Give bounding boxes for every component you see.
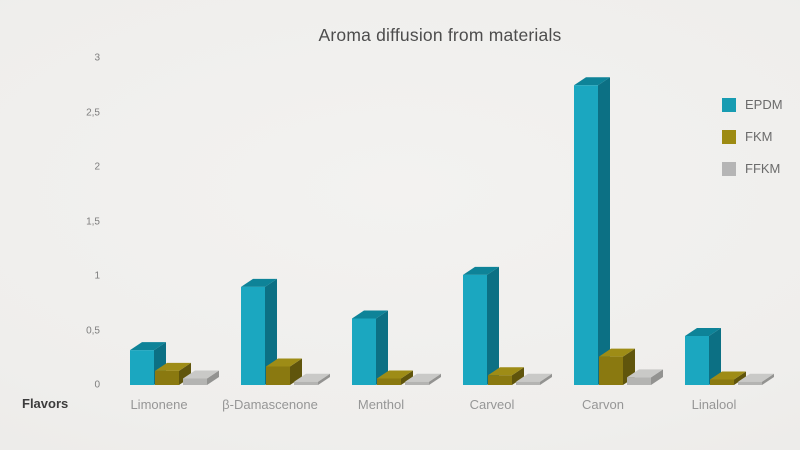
legend-item-fkm: FKM <box>722 129 783 144</box>
bar-ffkm-carvon-side <box>651 369 663 385</box>
bar-ffkm-menthol-side <box>429 373 441 385</box>
bar-ffkm-linalool-side <box>762 373 774 385</box>
y-tick-label-3: 3 <box>94 52 100 64</box>
bar-epdm-menthol-top <box>352 310 388 319</box>
legend: EPDM FKM FFKM <box>722 97 783 193</box>
legend-item-epdm: EPDM <box>722 97 783 112</box>
legend-item-ffkm: FFKM <box>722 161 783 176</box>
bar-epdm-carvon-front <box>574 85 598 385</box>
category-label-carveol: Carveol <box>469 397 515 412</box>
bar-epdm-linalool-top <box>685 327 721 336</box>
bar-epdm-carveol-top <box>463 266 499 275</box>
category-label-menthol: Menthol <box>357 397 405 412</box>
bar-fkm-linalool-side <box>734 371 746 385</box>
bar-epdm-carveol-front <box>463 274 487 385</box>
category-label-carvon: Carvon <box>582 397 624 412</box>
bar-fkm-damascenone-top <box>266 358 302 367</box>
bar-ffkm-menthol-top <box>405 373 441 382</box>
bar-epdm-linalool-side <box>709 327 721 385</box>
y-tick-label-1_5: 1,5 <box>86 216 100 227</box>
bar-fkm-carveol-top <box>488 367 524 376</box>
bar-fkm-menthol-front <box>377 378 401 385</box>
bar-fkm-linalool-front <box>710 379 734 385</box>
bar-epdm-menthol-front <box>352 318 376 385</box>
bar-epdm-damascenone-side <box>265 278 277 385</box>
bar-fkm-carveol-front <box>488 375 512 385</box>
y-tick-label-1: 1 <box>94 270 100 282</box>
bar-fkm-carvon-top <box>599 348 635 357</box>
legend-swatch-fkm <box>722 129 736 144</box>
y-tick-label-0_5: 0,5 <box>86 325 100 336</box>
bar-epdm-menthol-side <box>376 310 388 385</box>
bar-epdm-damascenone-top <box>241 278 277 287</box>
bar-ffkm-carveol-top <box>516 373 552 382</box>
legend-label-ffkm: FFKM <box>745 161 781 176</box>
category-label-damascenone: β-Damascenone <box>222 397 318 412</box>
bar-ffkm-carveol-side <box>540 373 552 385</box>
category-label-limonene: Limonene <box>130 397 188 412</box>
bar-fkm-damascenone-front <box>266 366 290 385</box>
bar-ffkm-limonene-front <box>183 378 207 385</box>
bar-fkm-carvon-front <box>599 356 623 385</box>
bar-ffkm-carvon-top <box>627 369 663 378</box>
bar-epdm-carvon-side <box>598 77 610 385</box>
bar-ffkm-damascenone-front <box>294 381 318 385</box>
bar-fkm-linalool-top <box>710 371 746 380</box>
bar-ffkm-linalool-top <box>738 373 774 382</box>
bar-epdm-carveol-side <box>487 266 499 385</box>
chart-title: Aroma diffusion from materials <box>318 25 562 45</box>
bar-ffkm-limonene-top <box>183 370 219 379</box>
bar-epdm-limonene-front <box>130 350 154 385</box>
bar-epdm-carvon-top <box>574 77 610 86</box>
bar-ffkm-carvon-front <box>627 377 651 385</box>
bar-ffkm-linalool-front <box>738 381 762 385</box>
y-tick-label-2: 2 <box>94 161 100 173</box>
bar-fkm-limonene-front <box>155 370 179 385</box>
legend-swatch-ffkm <box>722 161 736 176</box>
legend-label-epdm: EPDM <box>745 97 783 112</box>
bar-fkm-menthol-top <box>377 370 413 379</box>
x-axis-title: Flavors <box>22 396 69 411</box>
legend-swatch-epdm <box>722 97 736 112</box>
y-tick-label-0: 0 <box>94 379 100 391</box>
bar-ffkm-damascenone-side <box>318 373 330 385</box>
bar-fkm-damascenone-side <box>290 358 302 385</box>
bar-ffkm-menthol-front <box>405 381 429 385</box>
bar-fkm-menthol-side <box>401 370 413 385</box>
legend-label-fkm: FKM <box>745 129 773 144</box>
y-tick-label-2_5: 2,5 <box>86 107 100 118</box>
bar-epdm-damascenone-front <box>241 286 265 385</box>
bar-fkm-limonene-top <box>155 362 191 371</box>
bar-ffkm-limonene-side <box>207 370 219 385</box>
bar-epdm-linalool-front <box>685 335 709 385</box>
bar-epdm-limonene-top <box>130 342 166 351</box>
bar-ffkm-carveol-front <box>516 381 540 385</box>
bar-fkm-carveol-side <box>512 367 524 385</box>
category-label-linalool: Linalool <box>691 397 737 412</box>
bar-ffkm-damascenone-top <box>294 373 330 382</box>
bar-fkm-limonene-side <box>179 362 191 385</box>
